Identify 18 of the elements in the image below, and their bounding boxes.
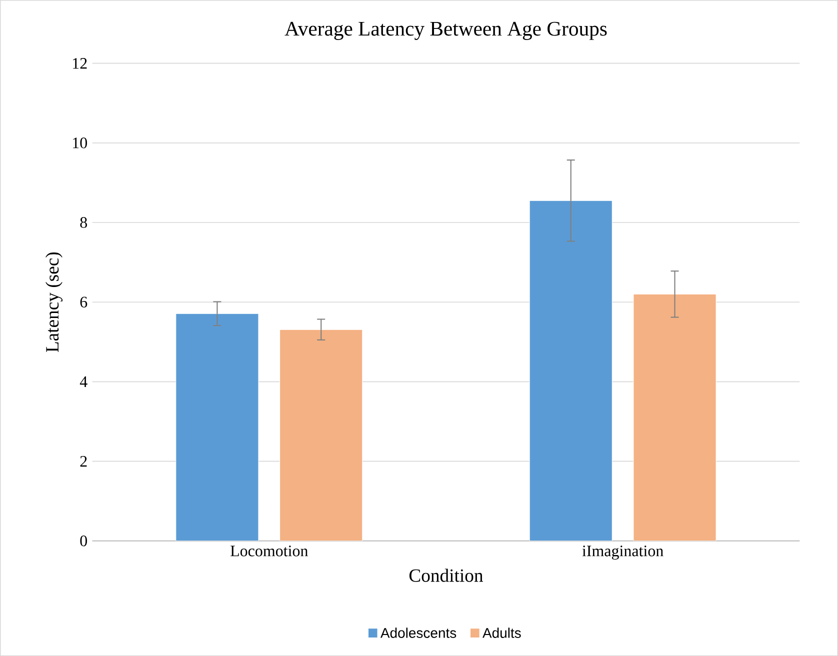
bar bbox=[280, 329, 363, 541]
y-tick-label: 4 bbox=[80, 376, 88, 387]
x-tick-label: Locomotion bbox=[230, 546, 308, 556]
y-tick-label: 8 bbox=[80, 217, 87, 228]
y-axis-title: Latency (sec) bbox=[46, 252, 62, 352]
y-tick-label: 0 bbox=[80, 535, 87, 546]
y-tick-label: 6 bbox=[80, 296, 88, 308]
legend-label: Adolescents bbox=[380, 628, 456, 638]
y-tick-label: 10 bbox=[73, 137, 87, 148]
bar bbox=[529, 200, 612, 541]
legend-label: Adults bbox=[482, 628, 521, 638]
x-axis-title: Condition bbox=[409, 568, 484, 582]
y-tick-label: 12 bbox=[73, 58, 87, 69]
bar bbox=[633, 294, 716, 541]
y-tick-label: 2 bbox=[80, 456, 87, 467]
bar bbox=[176, 313, 259, 541]
x-tick-label: iImagination bbox=[582, 546, 664, 560]
chart-title: Average Latency Between Age Groups bbox=[284, 22, 607, 40]
